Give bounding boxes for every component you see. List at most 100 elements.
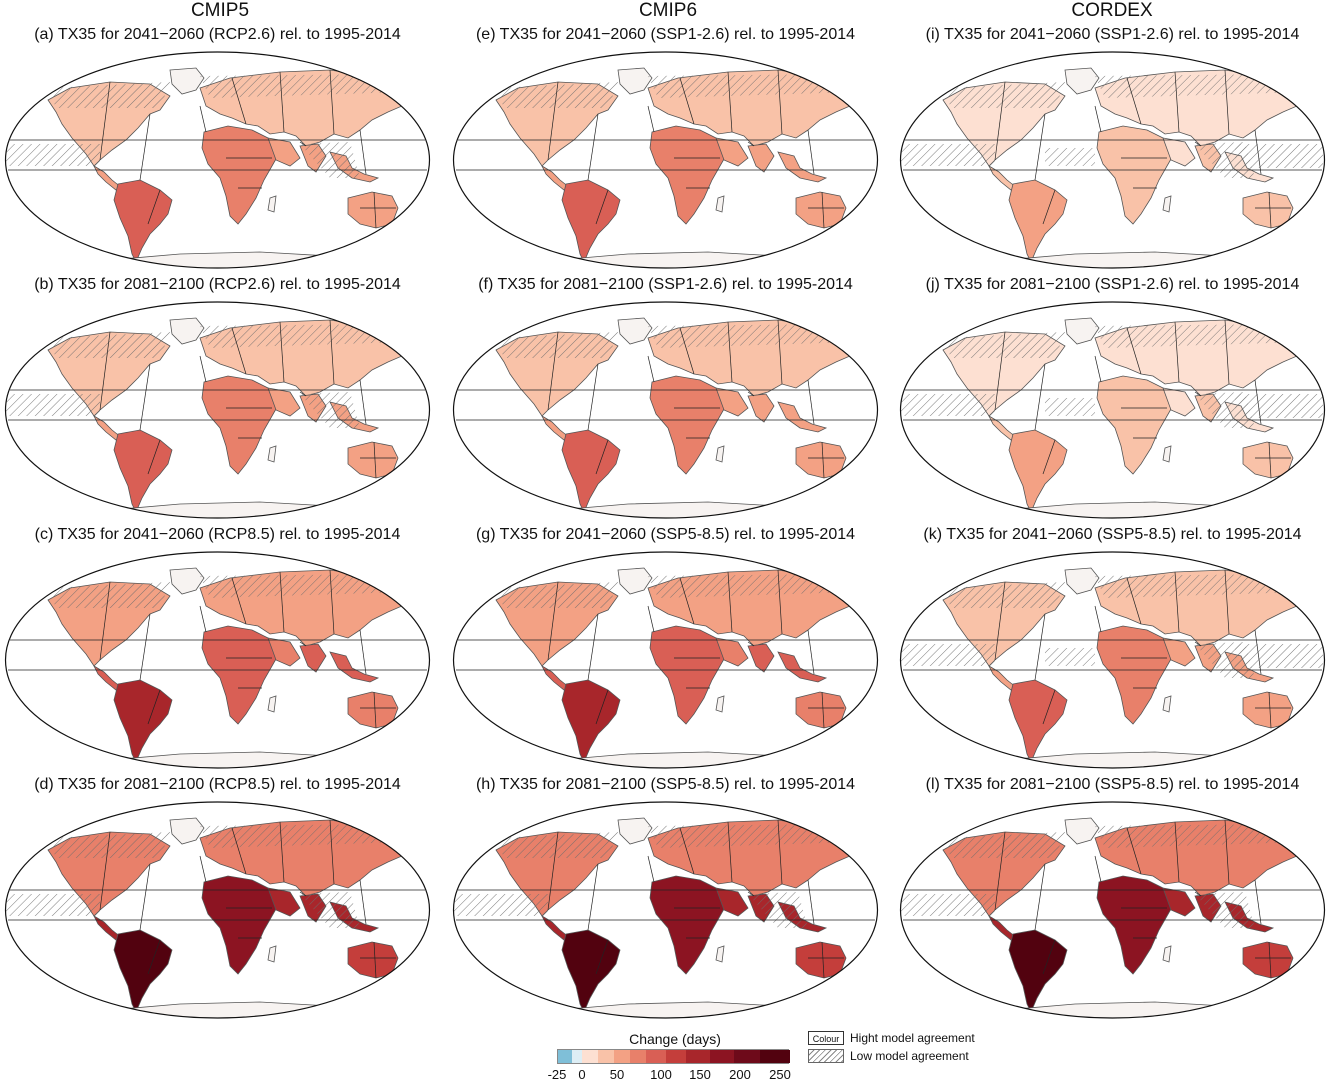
continent-madagascar <box>267 945 277 963</box>
region-boundary <box>359 879 367 925</box>
region-boundary <box>679 327 695 375</box>
continent-madagascar <box>1162 445 1172 463</box>
continent-southAmerica <box>113 929 173 1013</box>
continent-southAmerica <box>561 429 621 513</box>
region-boundary <box>231 827 247 875</box>
low-agreement-hatch <box>1095 574 1303 598</box>
colorbar-segment <box>666 1050 686 1063</box>
map-panel: (f) TX35 for 2081−2100 (SSP1-2.6) rel. t… <box>448 276 883 526</box>
region-boundary <box>647 605 655 633</box>
region-boundary <box>279 571 285 633</box>
low-agreement-hatch <box>300 392 360 428</box>
colorbar-tick-label: 100 <box>650 1067 672 1082</box>
low-agreement-hatch <box>748 892 808 928</box>
world-map <box>452 551 879 769</box>
continent-greenland <box>169 317 205 345</box>
region-boundary <box>595 189 609 225</box>
continent-africa <box>1096 375 1176 475</box>
low-agreement-hatch <box>48 832 170 858</box>
colorbar-segment <box>646 1050 666 1063</box>
panel-title: (l) TX35 for 2081−2100 (SSP5-8.5) rel. t… <box>925 776 1300 793</box>
continent-greenland <box>169 567 205 595</box>
map-border <box>899 301 1326 519</box>
region-boundary <box>329 569 335 635</box>
low-agreement-hatch <box>1095 824 1303 848</box>
world-map <box>899 301 1326 519</box>
continent-seAsia <box>777 401 828 433</box>
continent-africa <box>649 125 729 225</box>
world-map <box>452 51 879 269</box>
region-boundary <box>359 629 367 675</box>
map-border <box>4 301 431 519</box>
colorbar-segment <box>710 1050 734 1063</box>
continent-arabia <box>267 637 301 667</box>
region-boundary <box>547 831 559 911</box>
map-border <box>899 551 1326 769</box>
low-agreement-hatch <box>300 142 360 178</box>
continent-southAmerica <box>113 429 173 513</box>
region-boundary <box>1094 855 1102 883</box>
region-boundary <box>231 77 247 125</box>
panel-title: (a) TX35 for 2041−2060 (RCP2.6) rel. to … <box>34 26 401 43</box>
region-boundary <box>99 81 111 161</box>
low-agreement-hatch <box>496 82 618 108</box>
column-header-cordex: CORDEX <box>1071 0 1153 21</box>
colorbar-segment <box>558 1050 572 1063</box>
low-agreement-hatch <box>648 324 856 348</box>
continent-africa <box>649 375 729 475</box>
colorbar-segment <box>572 1050 582 1063</box>
region-boundary <box>1042 439 1056 475</box>
region-boundary <box>329 69 335 135</box>
continent-greenland <box>1064 567 1100 595</box>
continent-africa <box>201 875 281 975</box>
panel-title: (g) TX35 for 2041−2060 (SSP5-8.5) rel. t… <box>475 526 856 543</box>
region-boundary <box>1042 189 1056 225</box>
region-boundary <box>139 363 151 431</box>
region-boundary <box>1224 69 1230 135</box>
continent-southAmerica <box>1008 679 1068 763</box>
continent-madagascar <box>715 195 725 213</box>
region-boundary <box>1034 363 1046 431</box>
continent-greenland <box>169 67 205 95</box>
panel-title: (d) TX35 for 2081−2100 (RCP8.5) rel. to … <box>34 776 401 793</box>
continent-greenland <box>617 67 653 95</box>
colorbar-segment <box>598 1050 614 1063</box>
low-agreement-hatch <box>300 892 360 928</box>
region-boundary <box>329 319 335 385</box>
continent-greenland <box>169 817 205 845</box>
continent-africa <box>1096 125 1176 225</box>
low-agreement-hatch <box>648 574 856 598</box>
region-boundary <box>231 577 247 625</box>
region-boundary <box>807 379 815 425</box>
map-panel: (d) TX35 for 2081−2100 (RCP8.5) rel. to … <box>0 776 435 1026</box>
map-border <box>4 551 431 769</box>
world-map <box>4 801 431 1019</box>
map-panel: (l) TX35 for 2081−2100 (SSP5-8.5) rel. t… <box>895 776 1330 1026</box>
region-boundary <box>807 879 815 925</box>
map-border <box>4 51 431 269</box>
region-boundary <box>994 81 1006 161</box>
region-boundary <box>1268 441 1272 479</box>
region-boundary <box>99 831 111 911</box>
region-boundary <box>359 129 367 175</box>
low-agreement-hatch <box>200 824 408 848</box>
low-agreement-hatch <box>901 144 995 166</box>
region-boundary <box>1174 321 1180 383</box>
region-boundary <box>139 863 151 931</box>
region-boundary <box>1042 939 1056 975</box>
continent-southAmerica <box>1008 929 1068 1013</box>
region-boundary <box>994 581 1006 661</box>
region-boundary <box>587 363 599 431</box>
continent-africa <box>201 125 281 225</box>
low-agreement-hatch <box>48 82 170 108</box>
hatch-key-box <box>808 1049 844 1063</box>
region-boundary <box>587 863 599 931</box>
low-agreement-hatch <box>1045 398 1095 416</box>
continent-arabia <box>715 387 749 417</box>
region-boundary <box>821 441 825 479</box>
region-boundary <box>1194 141 1202 147</box>
region-boundary <box>727 71 733 133</box>
region-boundary <box>199 105 207 133</box>
continent-africa <box>1096 625 1176 725</box>
continent-madagascar <box>715 445 725 463</box>
